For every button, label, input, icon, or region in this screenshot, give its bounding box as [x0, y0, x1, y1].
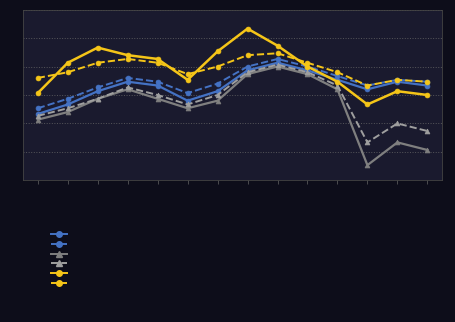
Legend:  ,  ,  ,  ,  ,  : , , , , , [51, 232, 70, 287]
